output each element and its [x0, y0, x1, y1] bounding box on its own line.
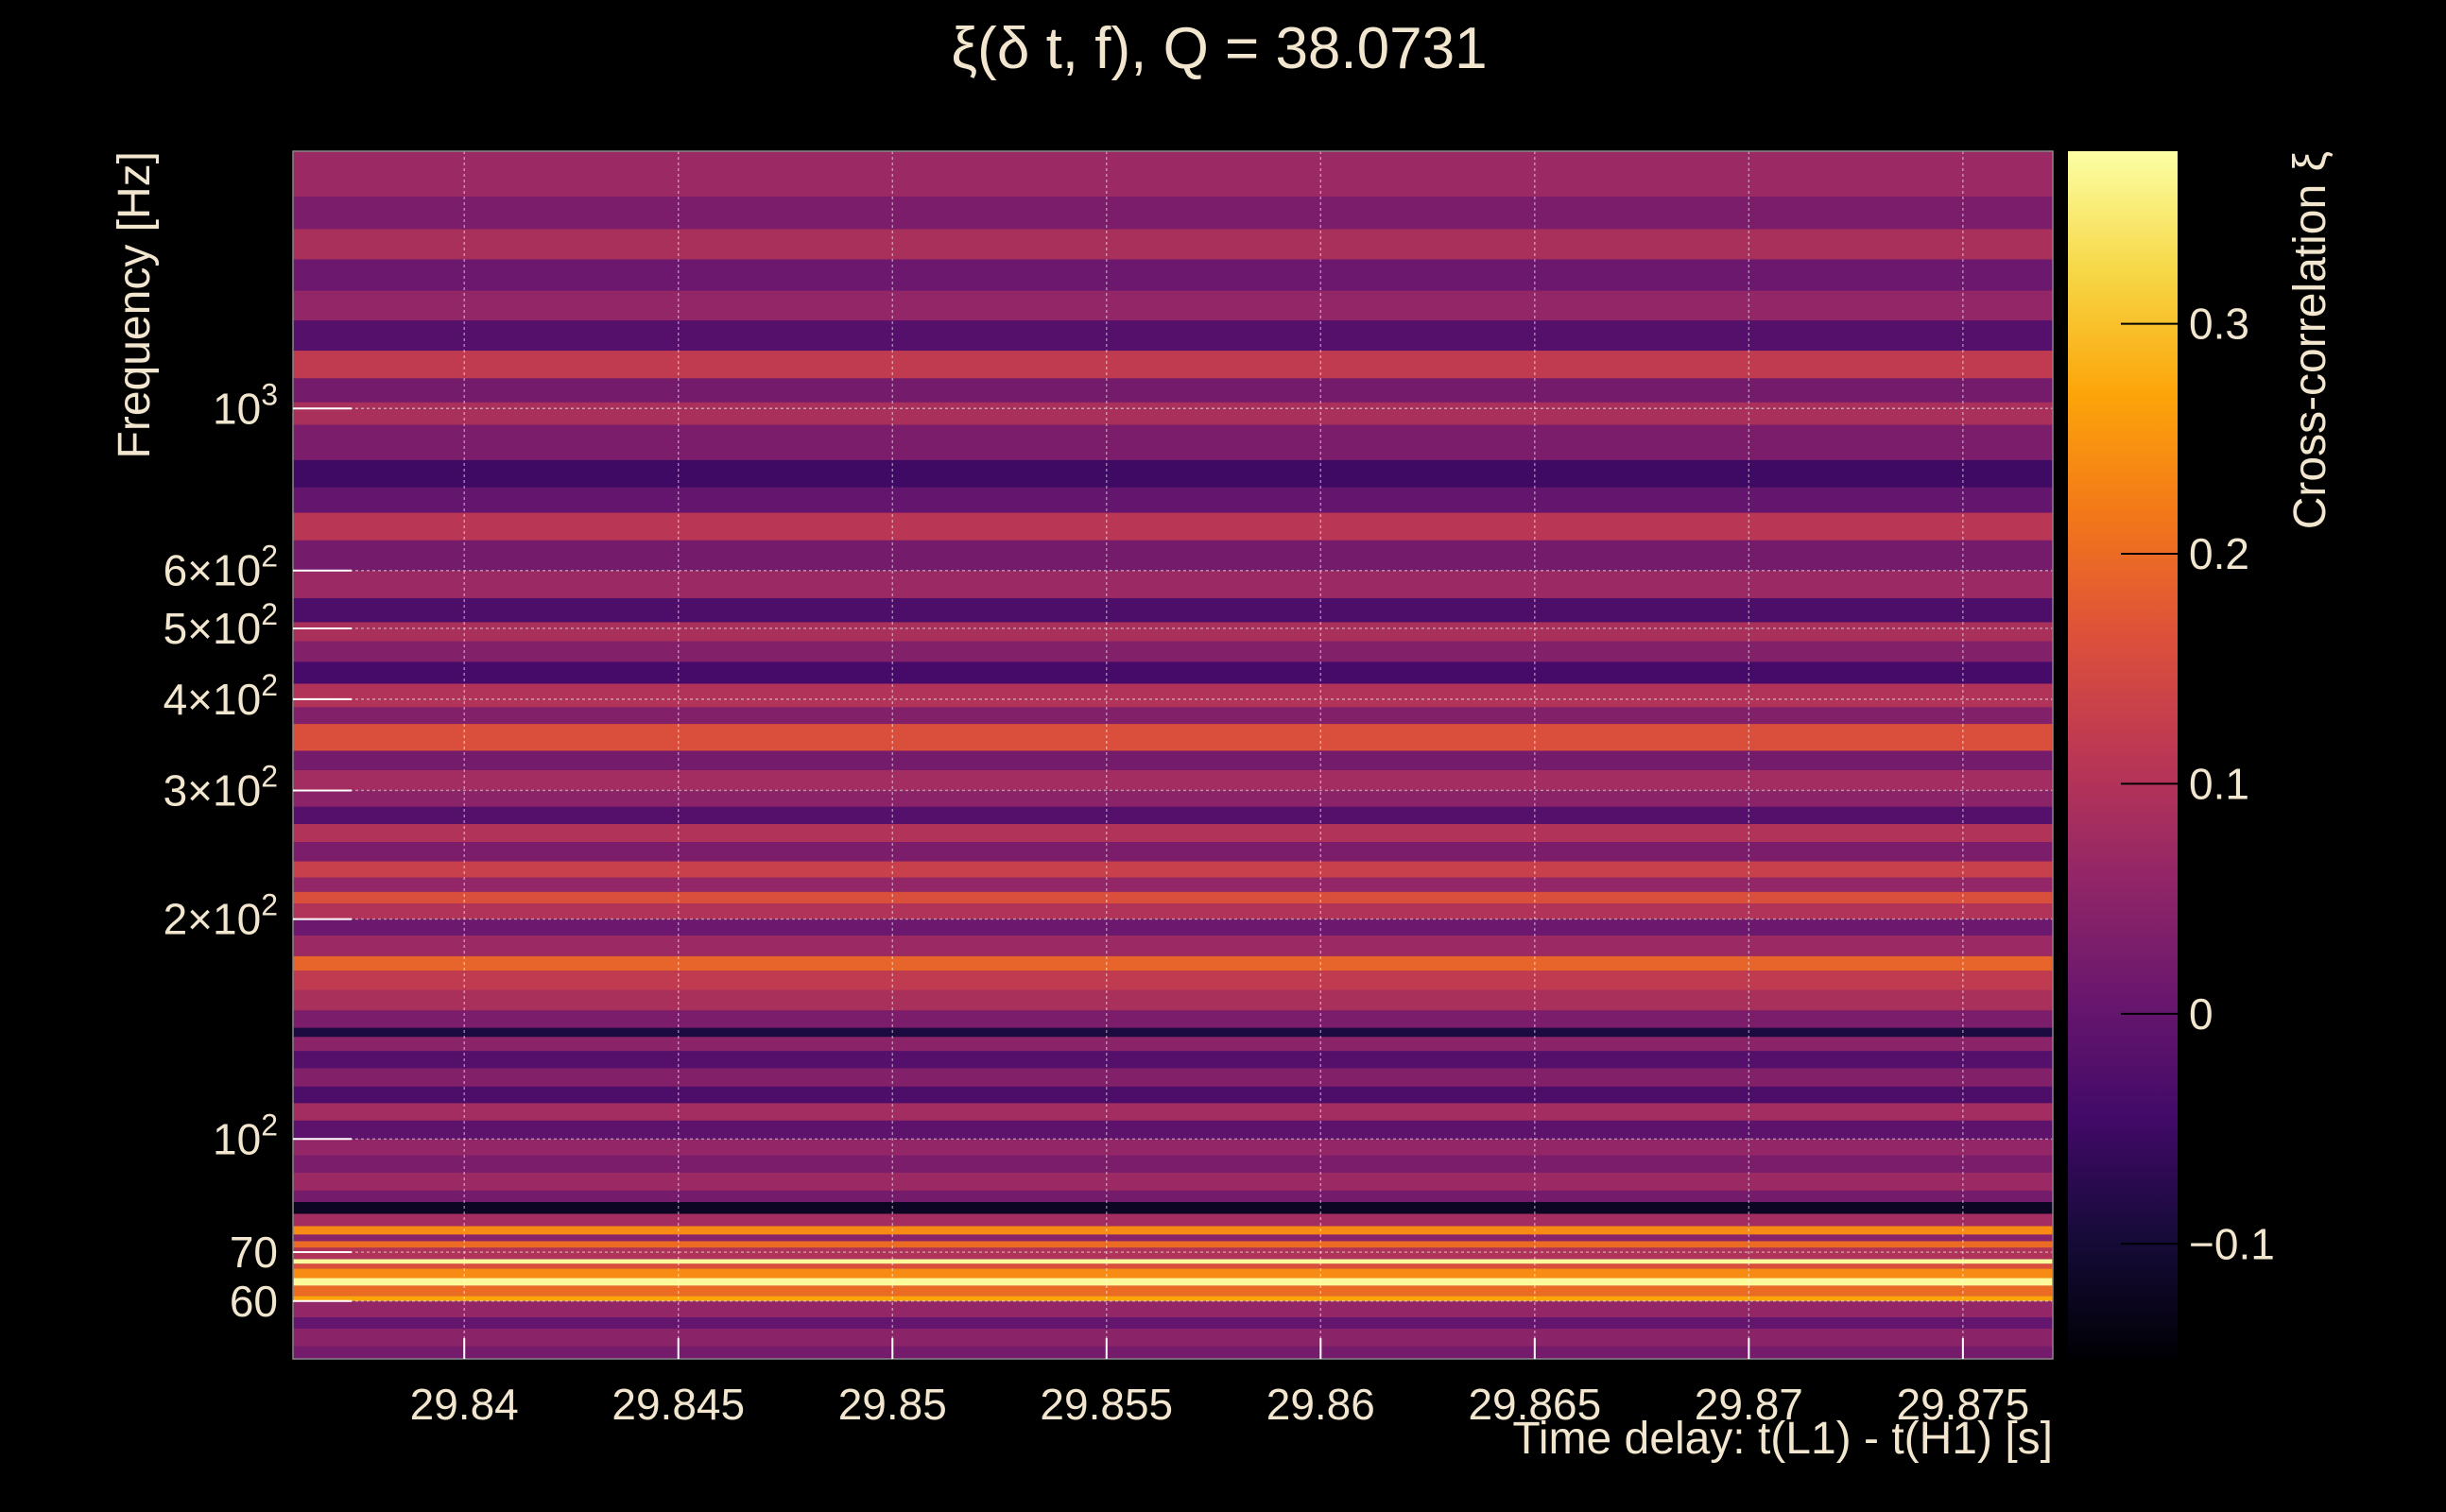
heatmap-band	[293, 806, 2053, 824]
colorbar-tick-label: 0	[2189, 989, 2213, 1039]
heatmap-band	[293, 903, 2053, 919]
heatmap-band	[293, 1317, 2053, 1330]
heatmap-band	[293, 1285, 2053, 1297]
colorbar-tick-label: 0.2	[2189, 529, 2249, 578]
x-tick-label: 29.85	[838, 1380, 947, 1429]
heatmap-band	[293, 1068, 2053, 1087]
heatmap-band	[293, 290, 2053, 321]
heatmap-band	[293, 229, 2053, 260]
heatmap-band	[293, 1103, 2053, 1121]
heatmap-band	[293, 487, 2053, 513]
heatmap-band	[293, 1226, 2053, 1235]
plot-area	[293, 151, 2053, 1359]
heatmap-band	[293, 935, 2053, 956]
heatmap-band	[293, 989, 2053, 1011]
heatmap-band	[293, 724, 2053, 751]
heatmap-band	[293, 1010, 2053, 1028]
heatmap-band	[293, 402, 2053, 425]
heatmap-band	[293, 955, 2053, 971]
colorbar	[2068, 151, 2178, 1359]
heatmap-band	[293, 1329, 2053, 1347]
colorbar-label: Cross-correlation ξ	[2285, 151, 2335, 529]
heatmap-band	[293, 1027, 2053, 1038]
x-tick-label: 29.865	[1468, 1380, 1601, 1429]
heatmap-band	[293, 459, 2053, 488]
heatmap-band	[293, 1247, 2053, 1260]
heatmap-band	[293, 919, 2053, 936]
heatmap-band	[293, 1263, 2053, 1269]
y-tick-label: 4×102	[164, 668, 278, 724]
x-tick-label: 29.86	[1266, 1380, 1375, 1429]
heatmap-band	[293, 707, 2053, 725]
heatmap-band	[293, 597, 2053, 623]
heatmap-band	[293, 1300, 2053, 1318]
heatmap-band	[293, 378, 2053, 403]
heatmap-band	[293, 971, 2053, 990]
x-axis: 29.84 29.845 29.85 29.855 29.86 29.865 29.87 29…	[410, 1338, 2030, 1429]
heatmap-band	[293, 1268, 2053, 1279]
heatmap-band	[293, 750, 2053, 770]
plot-frame	[292, 150, 2054, 1360]
heatmap-band	[293, 1172, 2053, 1191]
heatmap-band	[293, 823, 2053, 843]
heatmap-band	[293, 861, 2053, 878]
colorbar-axis: 0.3 0.2 0.1 0 −0.1	[2121, 300, 2275, 1268]
x-tick-label: 29.875	[1897, 1380, 2030, 1429]
colorbar-tick-label: −0.1	[2189, 1219, 2275, 1268]
heatmap-band	[293, 1201, 2053, 1214]
y-tick-label: 2×102	[164, 888, 278, 944]
heatmap-band	[293, 424, 2053, 460]
heatmap-band	[293, 769, 2053, 791]
x-tick-label: 29.84	[410, 1380, 519, 1429]
y-tick-label: 102	[213, 1108, 278, 1163]
heatmap-band	[293, 1139, 2053, 1156]
heatmap-band	[293, 683, 2053, 708]
heatmap-band	[293, 641, 2053, 662]
heatmap-band	[293, 570, 2053, 598]
heatmap-band	[293, 842, 2053, 862]
heatmap-band	[293, 1241, 2053, 1248]
heatmap-band	[293, 1190, 2053, 1202]
heatmap-band	[293, 1086, 2053, 1104]
y-tick-label: 60	[230, 1277, 278, 1326]
heatmap-band	[293, 540, 2053, 571]
y-tick-label: 6×102	[164, 540, 278, 595]
x-axis-label: Time delay: t(L1) - t(H1) [s]	[1512, 1414, 2053, 1464]
x-tick-label: 29.855	[1040, 1380, 1173, 1429]
heatmap-band	[293, 662, 2053, 684]
heatmap-band	[293, 1296, 2053, 1301]
y-tick-label: 5×102	[164, 597, 278, 653]
heatmap-band	[293, 320, 2053, 352]
y-axis-label: Frequency [Hz]	[110, 151, 160, 458]
x-tick-label: 29.87	[1695, 1380, 1803, 1429]
heatmap-band	[293, 891, 2053, 904]
heatmap-band	[293, 151, 2053, 198]
chart-title: ξ(δ t, f), Q = 38.0731	[951, 16, 1487, 81]
heatmap-band	[293, 351, 2053, 379]
heatmap-band	[293, 1155, 2053, 1173]
y-tick-label: 3×102	[164, 759, 278, 815]
heatmap-band	[293, 512, 2053, 541]
y-tick-label: 70	[230, 1228, 278, 1277]
heatmap-band	[293, 622, 2053, 642]
heatmap-band	[293, 197, 2053, 230]
y-tick-label: 103	[213, 377, 278, 433]
heatmap-band	[293, 1278, 2053, 1286]
colorbar-tick-label: 0.3	[2189, 300, 2249, 349]
heatmap-band	[293, 1051, 2053, 1069]
heatmap-band	[293, 1259, 2053, 1264]
heatmap-band	[293, 877, 2053, 892]
heatmap-band	[293, 1234, 2053, 1242]
colorbar-tick-label: 0.1	[2189, 759, 2249, 808]
heatmap-band	[293, 259, 2053, 291]
heatmap-band	[293, 1346, 2053, 1359]
heatmap-band	[293, 1213, 2053, 1227]
grid	[293, 151, 2053, 1359]
heatmap-band	[293, 1120, 2053, 1140]
x-tick-label: 29.845	[612, 1380, 745, 1429]
heatmap-band	[293, 790, 2053, 807]
heatmap-band	[293, 1037, 2053, 1052]
